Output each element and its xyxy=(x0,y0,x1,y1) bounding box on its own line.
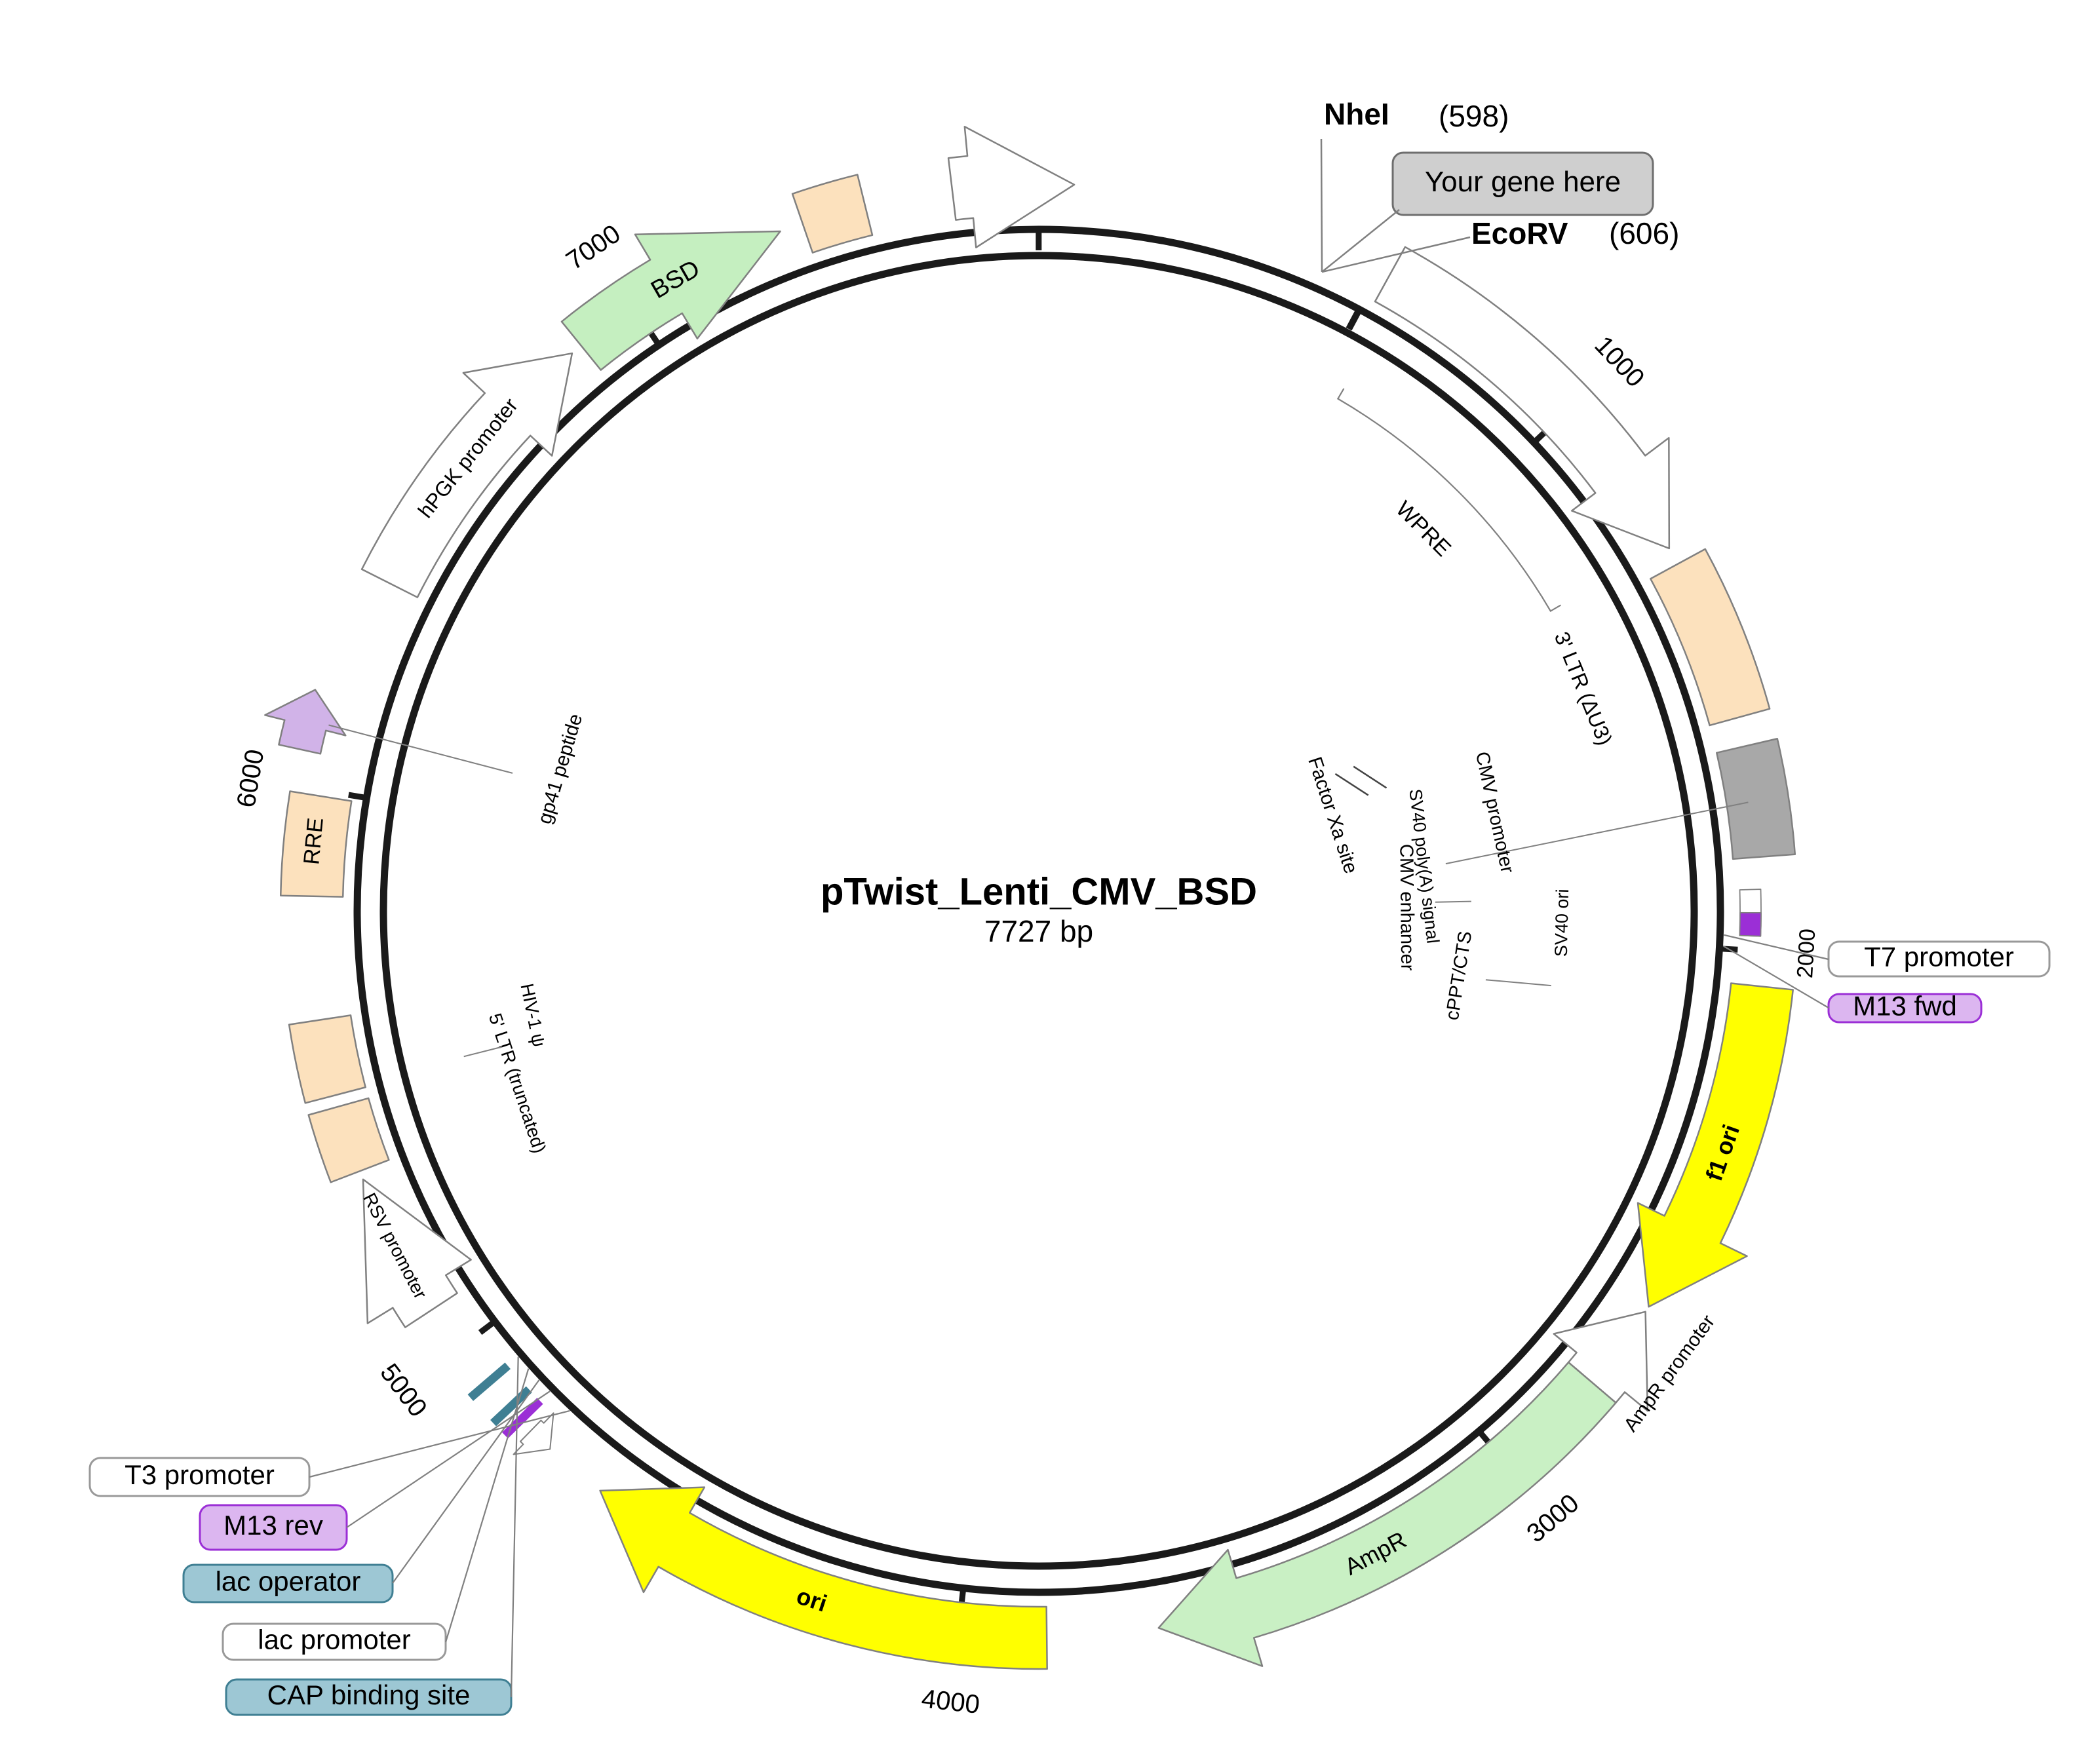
svg-text:pTwist_Lenti_CMV_BSD: pTwist_Lenti_CMV_BSD xyxy=(821,870,1257,913)
svg-text:7727 bp: 7727 bp xyxy=(984,914,1093,948)
svg-text:NheI: NheI xyxy=(1324,97,1389,131)
svg-text:SV40 ori: SV40 ori xyxy=(1551,889,1572,957)
svg-text:(598): (598) xyxy=(1439,99,1509,133)
svg-text:T3 promoter: T3 promoter xyxy=(125,1459,275,1490)
svg-text:Your gene here: Your gene here xyxy=(1425,166,1621,198)
svg-text:M13 rev: M13 rev xyxy=(223,1510,323,1541)
svg-text:CAP binding site: CAP binding site xyxy=(267,1679,471,1710)
svg-text:lac operator: lac operator xyxy=(216,1566,361,1597)
svg-text:(606): (606) xyxy=(1609,216,1679,250)
svg-text:lac promoter: lac promoter xyxy=(258,1624,410,1655)
svg-text:RRE: RRE xyxy=(299,816,328,866)
svg-text:T7 promoter: T7 promoter xyxy=(1864,942,2014,972)
svg-text:M13 fwd: M13 fwd xyxy=(1853,991,1957,1022)
svg-text:EcoRV: EcoRV xyxy=(1471,216,1568,250)
svg-text:CMV enhancer: CMV enhancer xyxy=(1395,844,1418,971)
